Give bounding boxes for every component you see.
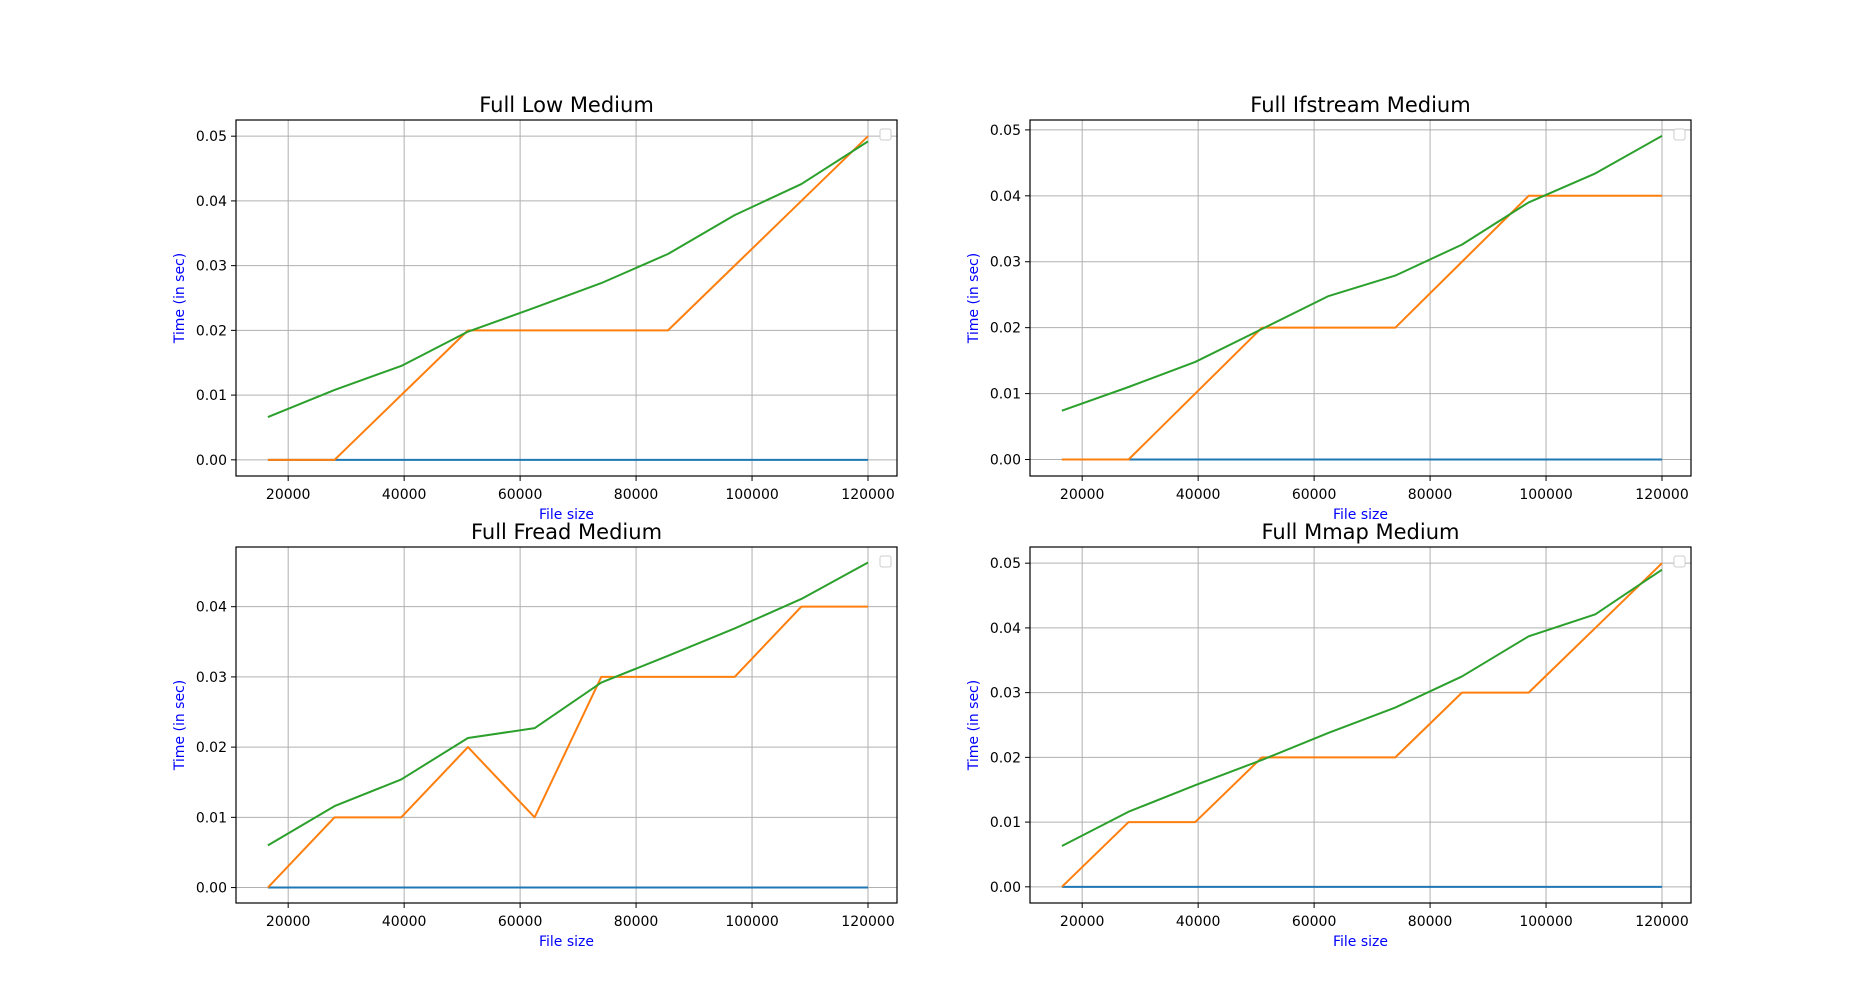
chart-full-low-medium: 20000 40000 60000 80000 100000 120000 0.00 0.01… [172,93,898,523]
x-tick-label: 120000 [1635,487,1688,503]
y-tick-label: 0.03 [196,670,227,686]
x-tick-label: 40000 [1176,914,1221,930]
legend-box [879,128,892,141]
x-axis-label: File size [539,934,594,950]
y-tick-label: 0.04 [990,189,1021,205]
y-tick-label: 0.01 [196,810,227,826]
y-tick-label: 0.05 [196,129,227,145]
x-tick-label: 80000 [614,487,659,503]
x-tick-label: 20000 [1060,487,1105,503]
x-tick-label: 20000 [1060,914,1105,930]
series-line-green [267,140,869,419]
x-tick-label: 100000 [725,914,778,930]
series-line-green [1061,134,1663,412]
y-tick-label: 0.05 [990,123,1021,139]
x-axis-label: File size [1333,507,1388,523]
y-tick-label: 0.04 [196,194,227,210]
y-tick-label: 0.03 [990,686,1021,702]
y-tick-label: 0.02 [990,750,1021,766]
legend-box [879,555,892,568]
x-tick-label: 120000 [841,487,894,503]
chart-full-ifstream-medium: 20000 40000 60000 80000 100000 120000 0.00 0.01… [966,93,1692,523]
x-tick-label: 120000 [1635,914,1688,930]
y-tick-label: 0.05 [990,556,1021,572]
y-axis-label: Time (in sec) [172,253,188,344]
y-tick-label: 0.00 [990,880,1021,896]
series-line-green [1061,568,1663,847]
series-line-orange [1061,562,1663,888]
x-tick-label: 60000 [498,487,543,503]
series-line-orange [1061,194,1663,461]
x-tick-label: 120000 [841,914,894,930]
x-tick-label: 100000 [1519,487,1572,503]
x-tick-label: 60000 [1292,914,1337,930]
y-tick-label: 0.04 [990,621,1021,637]
y-axis-label: Time (in sec) [966,253,982,344]
x-tick-label: 20000 [266,487,311,503]
x-tick-label: 100000 [725,487,778,503]
y-tick-label: 0.03 [990,255,1021,271]
x-tick-label: 60000 [1292,487,1337,503]
chart-full-fread-medium: 20000 40000 60000 80000 100000 120000 0.00 0.01… [172,520,898,950]
x-tick-label: 20000 [266,914,311,930]
y-tick-label: 0.01 [196,388,227,404]
y-tick-label: 0.00 [196,881,227,897]
legend-box [1673,128,1686,141]
x-tick-label: 80000 [614,914,659,930]
x-axis-label: File size [539,507,594,523]
y-axis-label: Time (in sec) [172,680,188,771]
y-tick-label: 0.00 [990,453,1021,469]
chart-title: Full Fread Medium [471,520,662,544]
plot-frame [235,119,898,477]
x-tick-label: 80000 [1408,914,1453,930]
chart-title: Full Low Medium [479,93,654,117]
legend-box [1673,555,1686,568]
y-tick-label: 0.04 [196,600,227,616]
series-line-orange [267,605,869,889]
x-tick-label: 100000 [1519,914,1572,930]
x-tick-label: 40000 [382,487,427,503]
plot-frame [1029,546,1692,904]
y-tick-label: 0.02 [990,321,1021,337]
plot-frame [235,546,898,904]
x-tick-label: 80000 [1408,487,1453,503]
chart-title: Full Ifstream Medium [1250,93,1470,117]
series-line-green [267,561,869,847]
chart-title: Full Mmap Medium [1261,520,1459,544]
x-tick-label: 40000 [382,914,427,930]
y-tick-label: 0.01 [990,815,1021,831]
x-axis-label: File size [1333,934,1388,950]
plot-frame [1029,119,1692,477]
chart-full-mmap-medium: 20000 40000 60000 80000 100000 120000 0.00 0.01… [966,520,1692,950]
y-tick-label: 0.01 [990,387,1021,403]
y-tick-label: 0.02 [196,323,227,339]
x-tick-label: 40000 [1176,487,1221,503]
x-tick-label: 60000 [498,914,543,930]
series-line-orange [267,135,869,461]
y-tick-label: 0.00 [196,453,227,469]
y-axis-label: Time (in sec) [966,680,982,771]
y-tick-label: 0.03 [196,259,227,275]
y-tick-label: 0.02 [196,740,227,756]
